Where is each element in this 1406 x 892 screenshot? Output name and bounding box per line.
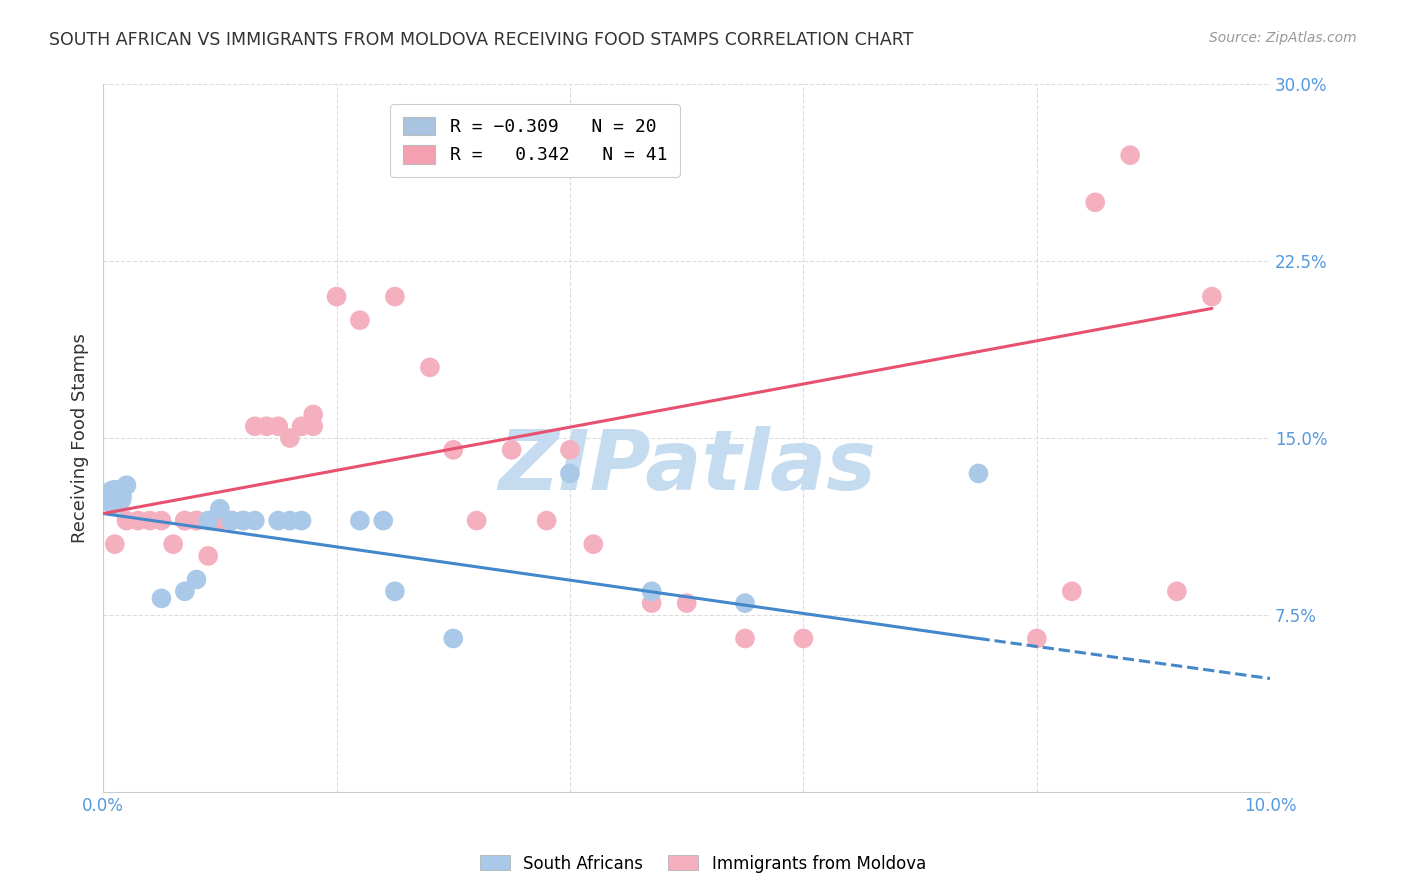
Point [1119, 148, 1142, 162]
Legend: R = −0.309   N = 20, R =   0.342   N = 41: R = −0.309 N = 20, R = 0.342 N = 41 [389, 104, 681, 178]
Point [501, 442, 523, 457]
Text: Source: ZipAtlas.com: Source: ZipAtlas.com [1209, 31, 1357, 45]
Point [278, 514, 301, 528]
Point [419, 360, 441, 375]
Point [197, 514, 219, 528]
Point [150, 591, 173, 606]
Point [221, 514, 243, 528]
Point [792, 632, 814, 646]
Point [104, 490, 127, 504]
Point [640, 596, 662, 610]
Point [208, 514, 231, 528]
Point [325, 290, 347, 304]
Y-axis label: Receiving Food Stamps: Receiving Food Stamps [72, 333, 89, 543]
Point [186, 573, 208, 587]
Point [302, 419, 325, 434]
Point [558, 442, 581, 457]
Point [582, 537, 605, 551]
Point [384, 584, 406, 599]
Point [1060, 584, 1083, 599]
Point [558, 467, 581, 481]
Point [115, 514, 138, 528]
Point [267, 514, 290, 528]
Point [967, 467, 990, 481]
Legend: South Africans, Immigrants from Moldova: South Africans, Immigrants from Moldova [474, 848, 932, 880]
Point [173, 514, 195, 528]
Point [349, 313, 371, 327]
Point [278, 431, 301, 445]
Point [197, 549, 219, 563]
Point [186, 514, 208, 528]
Point [208, 501, 231, 516]
Point [465, 514, 488, 528]
Point [173, 584, 195, 599]
Point [104, 537, 127, 551]
Point [162, 537, 184, 551]
Point [232, 514, 254, 528]
Point [127, 514, 149, 528]
Point [115, 478, 138, 492]
Point [150, 514, 173, 528]
Point [186, 514, 208, 528]
Point [256, 419, 278, 434]
Text: SOUTH AFRICAN VS IMMIGRANTS FROM MOLDOVA RECEIVING FOOD STAMPS CORRELATION CHART: SOUTH AFRICAN VS IMMIGRANTS FROM MOLDOVA… [49, 31, 914, 49]
Point [640, 584, 662, 599]
Point [302, 408, 325, 422]
Point [734, 596, 756, 610]
Point [373, 514, 395, 528]
Point [173, 514, 195, 528]
Point [267, 419, 290, 434]
Point [290, 514, 312, 528]
Point [441, 442, 464, 457]
Point [232, 514, 254, 528]
Point [1025, 632, 1047, 646]
Point [349, 514, 371, 528]
Point [675, 596, 697, 610]
Point [441, 632, 464, 646]
Point [734, 632, 756, 646]
Point [139, 514, 162, 528]
Point [1084, 195, 1107, 210]
Point [384, 290, 406, 304]
Text: ZIPatlas: ZIPatlas [498, 425, 876, 507]
Point [290, 419, 312, 434]
Point [536, 514, 558, 528]
Point [243, 514, 266, 528]
Point [1201, 290, 1223, 304]
Point [221, 514, 243, 528]
Point [1166, 584, 1188, 599]
Point [243, 419, 266, 434]
